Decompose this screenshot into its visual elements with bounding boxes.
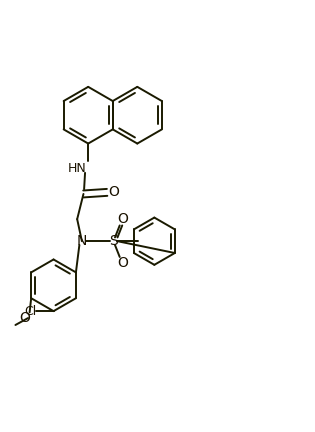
- Text: N: N: [77, 234, 87, 248]
- Text: Cl: Cl: [24, 305, 36, 318]
- Text: O: O: [19, 311, 30, 325]
- Text: HN: HN: [68, 162, 87, 175]
- Text: O: O: [117, 256, 128, 270]
- Text: S: S: [109, 234, 118, 248]
- Text: O: O: [109, 185, 119, 200]
- Text: O: O: [117, 213, 128, 226]
